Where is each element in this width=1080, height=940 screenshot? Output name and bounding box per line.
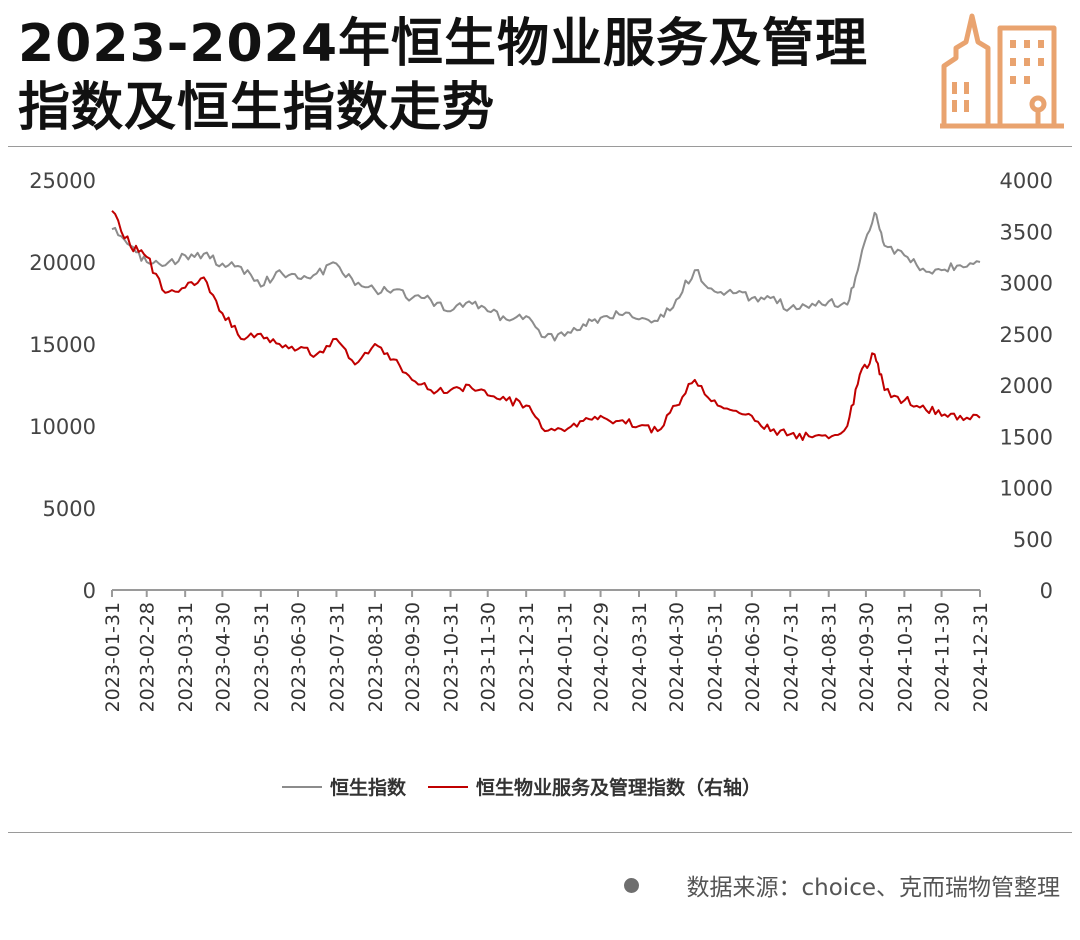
footer-divider: [8, 832, 1072, 833]
x-tick-label: 2024-05-31: [705, 602, 727, 712]
x-tick-label: 2024-03-31: [629, 602, 651, 712]
x-axis-ticks: 2023-01-31 2023-02-28 2023-03-31 2023-04-30…: [102, 590, 992, 712]
city-buildings-icon: [940, 13, 1064, 129]
x-tick-label: 2024-02-29: [591, 602, 613, 712]
chart: 0 5000 10000 15000 20000 25000 0 500 1000 1500 20…: [29, 169, 1053, 799]
x-tick-label: 2023-11-30: [478, 602, 500, 712]
y-tick-right: 3000: [1000, 272, 1053, 296]
legend-label: 恒生指数: [330, 776, 407, 799]
x-tick-label: 2023-09-30: [402, 602, 424, 712]
left-axis-ticks: 0 5000 10000 15000 20000 25000: [29, 169, 96, 603]
page-title: 2023-2024年恒生物业服务及管理指数及恒生指数走势: [18, 14, 869, 138]
y-tick-right: 3500: [1000, 220, 1053, 244]
x-tick-label: 2023-10-31: [441, 602, 463, 712]
x-tick-label: 2023-03-31: [175, 602, 197, 712]
y-tick-right: 4000: [1000, 169, 1053, 193]
y-tick-left: 20000: [29, 251, 96, 275]
x-tick-label: 2023-07-31: [326, 602, 348, 712]
x-tick-label: 2024-11-30: [932, 602, 954, 712]
x-tick-label: 2024-06-30: [742, 602, 764, 712]
header-divider: [8, 146, 1072, 147]
y-tick-right: 1000: [1000, 477, 1053, 501]
x-tick-label: 2024-04-30: [666, 602, 688, 712]
x-tick-label: 2023-05-31: [251, 602, 273, 712]
series-line-1: [111, 211, 981, 342]
x-tick-label: 2023-08-31: [365, 602, 387, 712]
x-tick-label: 2024-12-31: [970, 602, 992, 712]
y-tick-right: 500: [1013, 528, 1053, 552]
y-tick-right: 2000: [1000, 374, 1053, 398]
y-tick-left: 25000: [29, 169, 96, 193]
x-tick-label: 2023-06-30: [288, 602, 310, 712]
x-tick-label: 2024-01-31: [555, 602, 577, 712]
source-note: 数据来源：choice、克而瑞物管整理: [623, 868, 1060, 902]
y-tick-left: 15000: [29, 333, 96, 357]
bullet-dot: [623, 877, 639, 893]
right-axis-ticks: 0 500 1000 1500 2000 2500 3000 3500 4000: [1000, 169, 1053, 603]
x-tick-label: 2023-12-31: [516, 602, 538, 712]
y-tick-left: 0: [83, 579, 96, 603]
x-tick-label: 2024-10-31: [894, 602, 916, 712]
legend-label: 恒生物业服务及管理指数（右轴）: [476, 776, 761, 799]
legend: 恒生指数 恒生物业服务及管理指数（右轴）: [282, 776, 761, 799]
source-text: 数据来源：choice、克而瑞物管整理: [686, 875, 1060, 901]
series-line-2: [111, 210, 981, 441]
y-tick-right: 0: [1040, 579, 1053, 603]
x-tick-label: 2023-01-31: [102, 602, 124, 712]
series-layer: [111, 210, 981, 441]
x-tick-label: 2023-04-30: [212, 602, 234, 712]
x-tick-label: 2024-07-31: [780, 602, 802, 712]
x-tick-label: 2024-09-30: [856, 602, 878, 712]
y-tick-left: 10000: [29, 415, 96, 439]
y-tick-right: 2500: [1000, 323, 1053, 347]
y-tick-left: 5000: [43, 497, 96, 521]
y-tick-right: 1500: [1000, 425, 1053, 449]
x-tick-label: 2023-02-28: [137, 602, 159, 712]
x-tick-label: 2024-08-31: [819, 602, 841, 712]
